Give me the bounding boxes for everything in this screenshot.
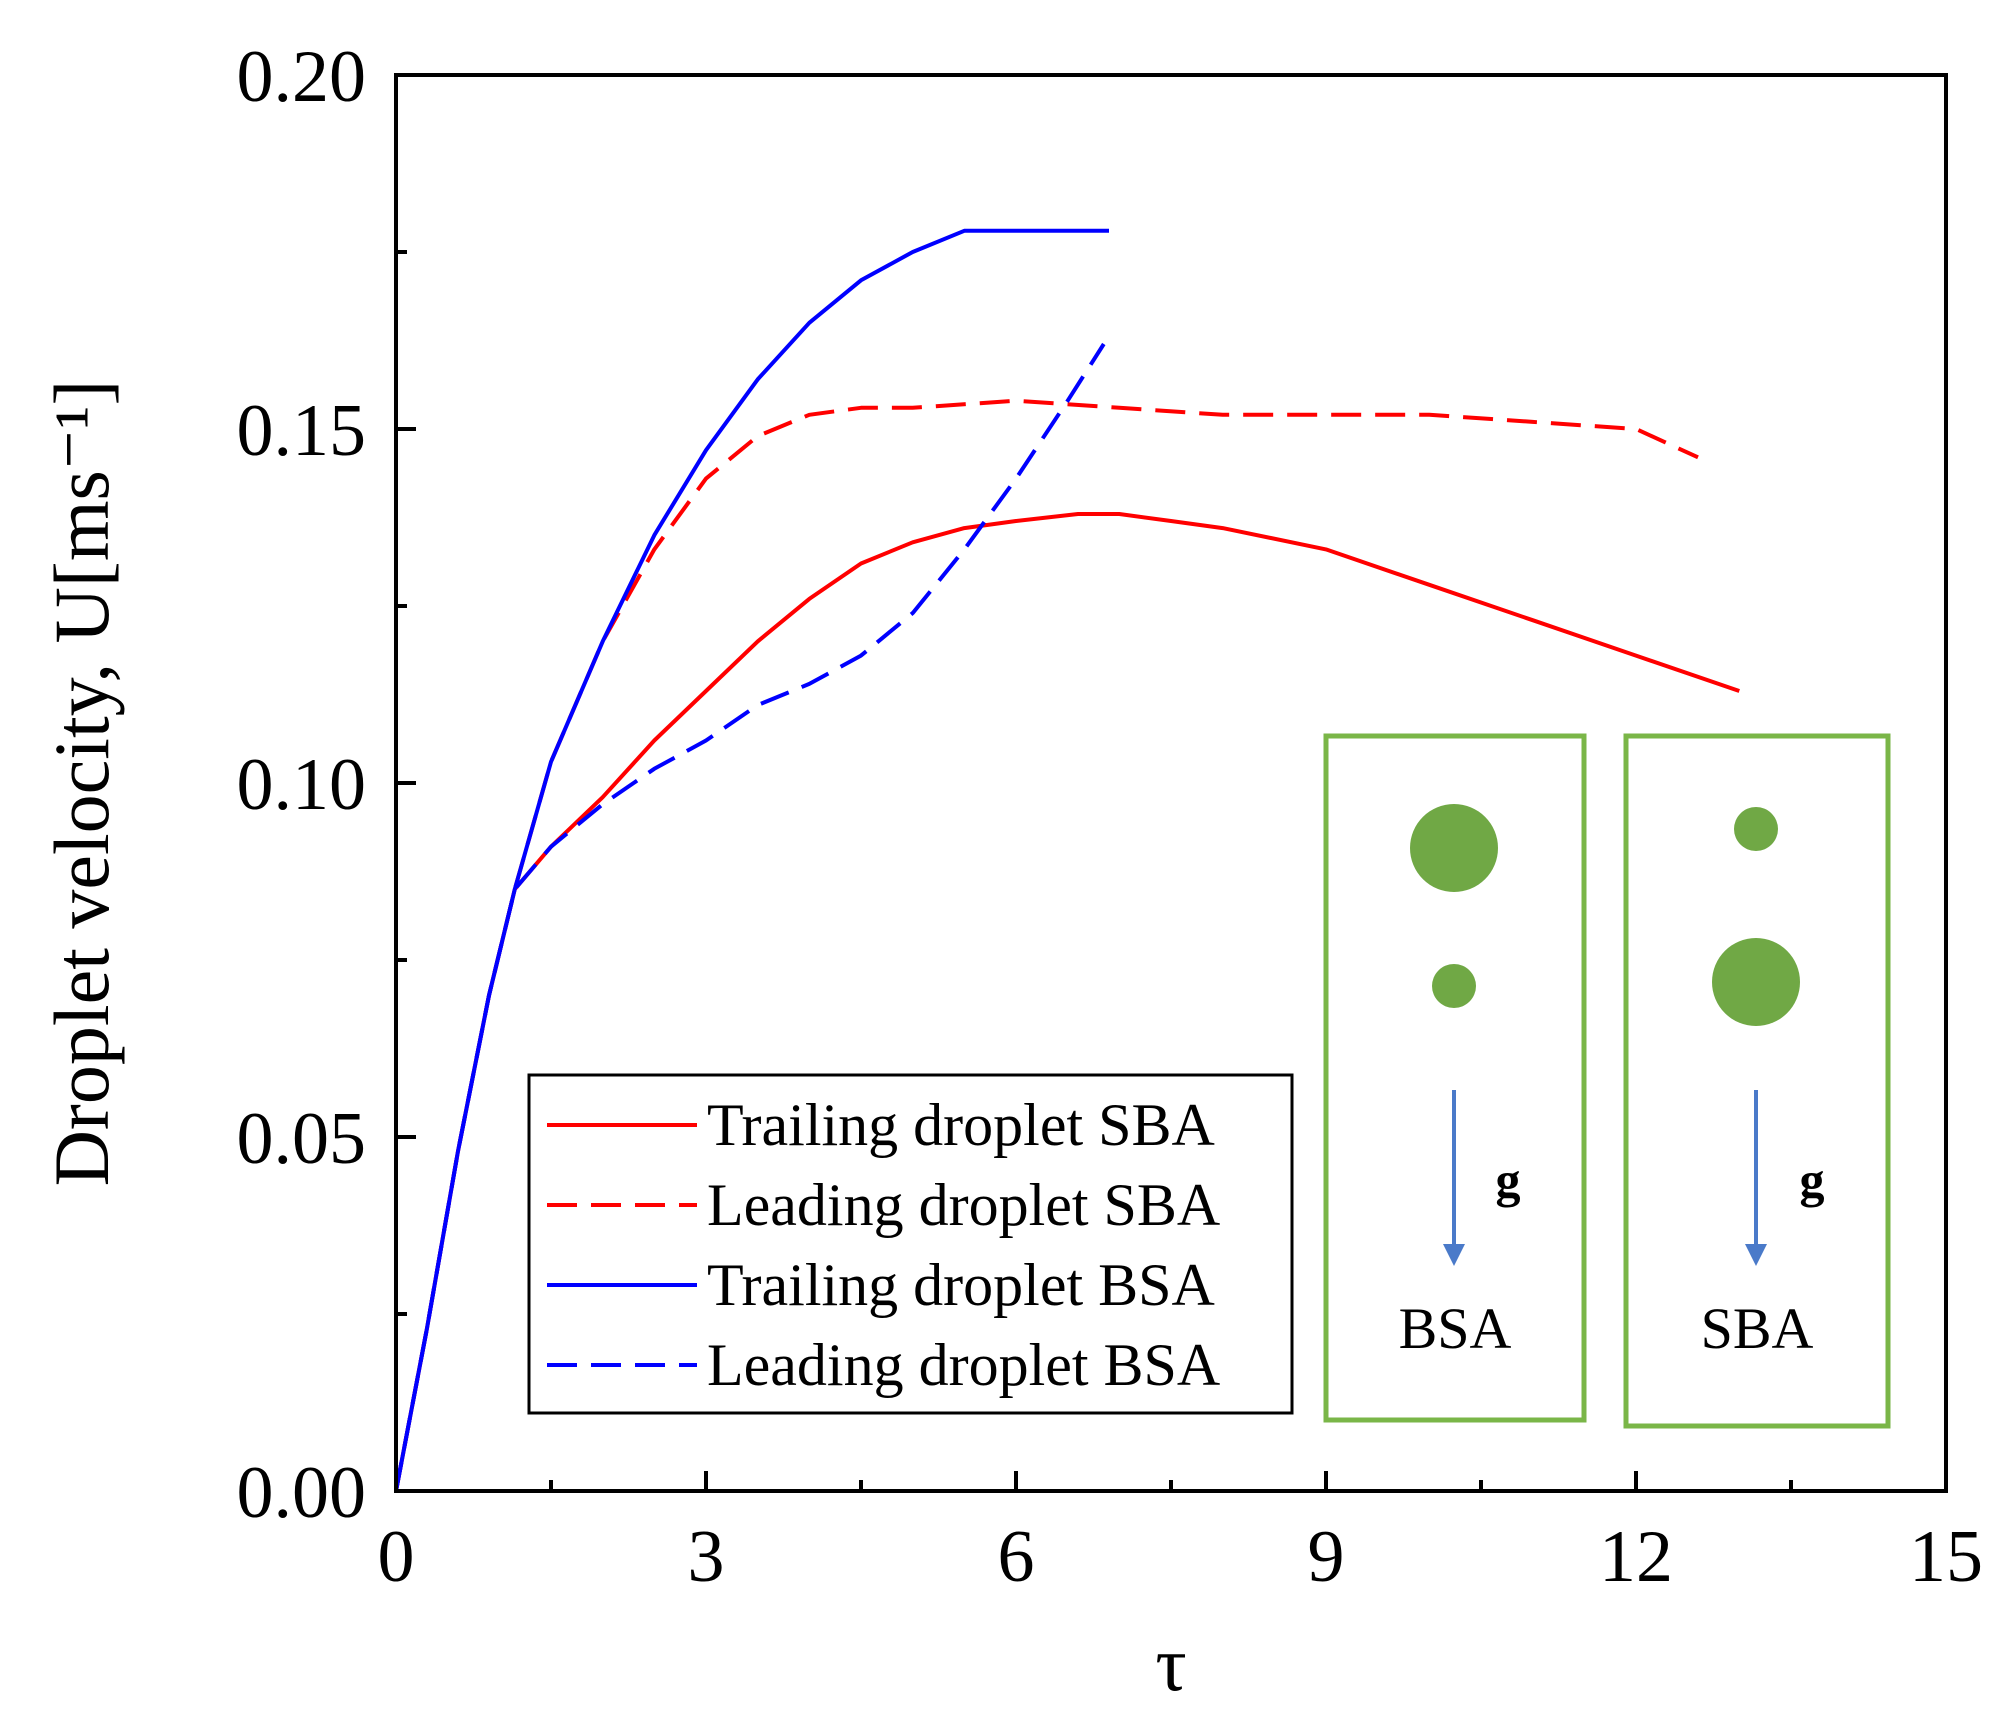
- x-tick-label: 12: [1599, 1516, 1673, 1598]
- y-tick-label: 0.10: [237, 744, 367, 826]
- gravity-arrowhead: [1443, 1244, 1465, 1266]
- x-tick-label: 3: [688, 1516, 725, 1598]
- legend-label: Leading droplet SBA: [707, 1172, 1220, 1238]
- inset-label: BSA: [1399, 1296, 1512, 1361]
- x-tick-label: 15: [1909, 1516, 1983, 1598]
- legend: Trailing droplet SBA Leading droplet SBA T…: [527, 1073, 1294, 1415]
- inset-label: SBA: [1701, 1296, 1814, 1361]
- legend-label: Trailing droplet BSA: [707, 1252, 1215, 1318]
- y-tick-label: 0.20: [237, 36, 367, 118]
- x-tick-label: 0: [378, 1516, 415, 1598]
- small-droplet: [1734, 807, 1778, 851]
- x-tick-label: 9: [1308, 1516, 1345, 1598]
- legend-box: [527, 1073, 1294, 1415]
- series-line-leading-droplet-bsa: [394, 342, 1106, 1492]
- y-tick-label: 0.00: [237, 1452, 367, 1534]
- x-axis-title: τ: [1155, 1620, 1186, 1707]
- gravity-arrowhead: [1745, 1244, 1767, 1266]
- x-tick-label: 6: [998, 1516, 1035, 1598]
- inset-bsa: g BSA: [1323, 733, 1587, 1423]
- y-tick-label: 0.15: [237, 390, 367, 472]
- y-axis-title: Droplet velocity, U[ms⁻¹]: [38, 380, 125, 1187]
- small-droplet: [1432, 964, 1476, 1008]
- series-group: [394, 228, 1740, 1492]
- large-droplet: [1712, 938, 1800, 1026]
- inset-sba: g SBA: [1623, 733, 1891, 1429]
- y-tick-label: 0.05: [237, 1098, 367, 1180]
- gravity-label: g: [1496, 1152, 1521, 1208]
- large-droplet: [1410, 804, 1498, 892]
- legend-label: Trailing droplet SBA: [707, 1092, 1215, 1158]
- x-axis: 0 3 6 9 12 15: [378, 1471, 1983, 1598]
- inset-frame: [1623, 733, 1891, 1429]
- gravity-label: g: [1800, 1152, 1825, 1208]
- legend-label: Leading droplet BSA: [707, 1332, 1220, 1398]
- y-axis: 0.00 0.05 0.10 0.15 0.20: [237, 36, 416, 1534]
